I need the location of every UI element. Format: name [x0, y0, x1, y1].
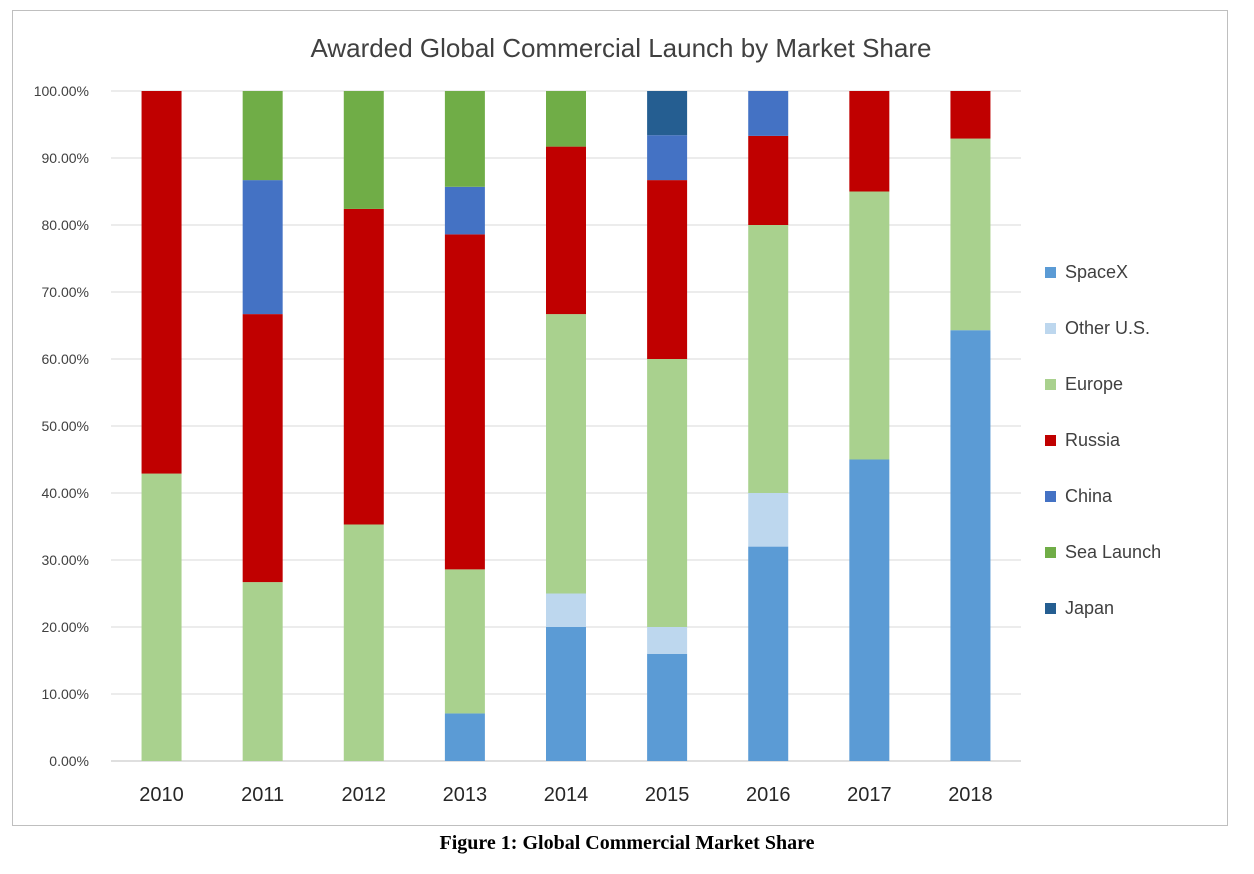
- bar-russia-2014: [546, 146, 586, 315]
- x-tick-label: 2013: [443, 784, 488, 806]
- bar-spacex-2016: [748, 546, 789, 761]
- bar-europe-2018: [950, 138, 991, 331]
- y-tick-label: 40.00%: [42, 485, 89, 501]
- chart-svg: Awarded Global Commercial Launch by Mark…: [34, 33, 1161, 806]
- legend-swatch: [1045, 379, 1056, 390]
- y-tick-label: 90.00%: [42, 150, 89, 166]
- bar-europe-2012: [343, 524, 384, 761]
- bar-russia-2013: [444, 234, 485, 570]
- bar-china-2011: [242, 180, 283, 315]
- bar-spacex-2013: [444, 713, 485, 761]
- x-tick-label: 2017: [847, 784, 892, 806]
- bar-spacex-2015: [647, 653, 688, 761]
- bar-europe-2017: [849, 191, 890, 460]
- bar-europe-2016: [748, 225, 789, 493]
- legend-label: Europe: [1065, 374, 1123, 394]
- bar-russia-2017: [849, 91, 890, 192]
- y-tick-label: 80.00%: [42, 217, 89, 233]
- y-axis-ticks: 0.00% 10.00% 20.00% 30.00% 40.00% 50.00% 60.00…: [34, 83, 89, 769]
- bar-russia-2015: [647, 180, 688, 359]
- legend-swatch: [1045, 267, 1056, 278]
- bar-russia-2016: [748, 135, 789, 225]
- chart-frame: Awarded Global Commercial Launch by Mark…: [12, 10, 1228, 826]
- y-tick-label: 10.00%: [42, 686, 89, 702]
- legend-label: Japan: [1065, 598, 1114, 618]
- bar-other-u-s--2014: [546, 593, 586, 627]
- y-tick-label: 50.00%: [42, 418, 89, 434]
- bar-other-u-s--2016: [748, 493, 789, 547]
- bar-europe-2011: [242, 582, 283, 761]
- x-tick-label: 2016: [746, 784, 791, 806]
- y-tick-label: 70.00%: [42, 284, 89, 300]
- x-tick-label: 2012: [342, 784, 387, 806]
- bar-sea-launch-2013: [444, 91, 485, 187]
- legend-label: Russia: [1065, 430, 1121, 450]
- legend-swatch: [1045, 491, 1056, 502]
- legend-swatch: [1045, 435, 1056, 446]
- chart-title: Awarded Global Commercial Launch by Mark…: [311, 33, 932, 63]
- bar-spacex-2017: [849, 459, 890, 761]
- x-tick-label: 2010: [139, 784, 184, 806]
- bar-japan-2015: [647, 91, 688, 136]
- bar-spacex-2014: [546, 627, 586, 761]
- x-axis-ticks: 2010 2011 2012 2013 2014 2015 2016 2017 2018: [139, 784, 992, 806]
- y-tick-label: 0.00%: [49, 753, 89, 769]
- legend-label: SpaceX: [1065, 262, 1128, 282]
- bar-china-2015: [647, 135, 688, 181]
- figure-caption: Figure 1: Global Commercial Market Share: [439, 832, 815, 854]
- legend-swatch: [1045, 323, 1056, 334]
- x-tick-label: 2018: [948, 784, 993, 806]
- x-tick-label: 2014: [544, 784, 589, 806]
- legend-label: China: [1065, 486, 1113, 506]
- legend-swatch: [1045, 547, 1056, 558]
- bar-sea-launch-2014: [546, 91, 586, 147]
- bar-china-2016: [748, 91, 789, 136]
- bar-europe-2013: [444, 569, 485, 714]
- y-tick-label: 100.00%: [34, 83, 89, 99]
- bar-russia-2011: [242, 314, 283, 583]
- legend-label: Sea Launch: [1065, 542, 1161, 562]
- y-tick-label: 20.00%: [42, 619, 89, 635]
- bar-europe-2010: [141, 473, 182, 761]
- bar-europe-2015: [647, 359, 688, 627]
- bar-spacex-2018: [950, 330, 991, 761]
- bar-russia-2010: [141, 91, 182, 474]
- bar-other-u-s--2015: [647, 627, 688, 654]
- legend-label: Other U.S.: [1065, 318, 1150, 338]
- y-tick-label: 30.00%: [42, 552, 89, 568]
- bar-europe-2014: [546, 314, 586, 594]
- bars: [141, 91, 991, 761]
- x-tick-label: 2011: [241, 784, 284, 806]
- legend-swatch: [1045, 603, 1056, 614]
- legend: SpaceX Other U.S. Europe Russia China Sea Lau…: [1045, 262, 1161, 618]
- x-tick-label: 2015: [645, 784, 690, 806]
- bar-sea-launch-2012: [343, 91, 384, 209]
- bar-russia-2018: [950, 91, 991, 139]
- bar-russia-2012: [343, 208, 384, 525]
- y-tick-label: 60.00%: [42, 351, 89, 367]
- bar-sea-launch-2011: [242, 91, 283, 181]
- bar-china-2013: [444, 186, 485, 235]
